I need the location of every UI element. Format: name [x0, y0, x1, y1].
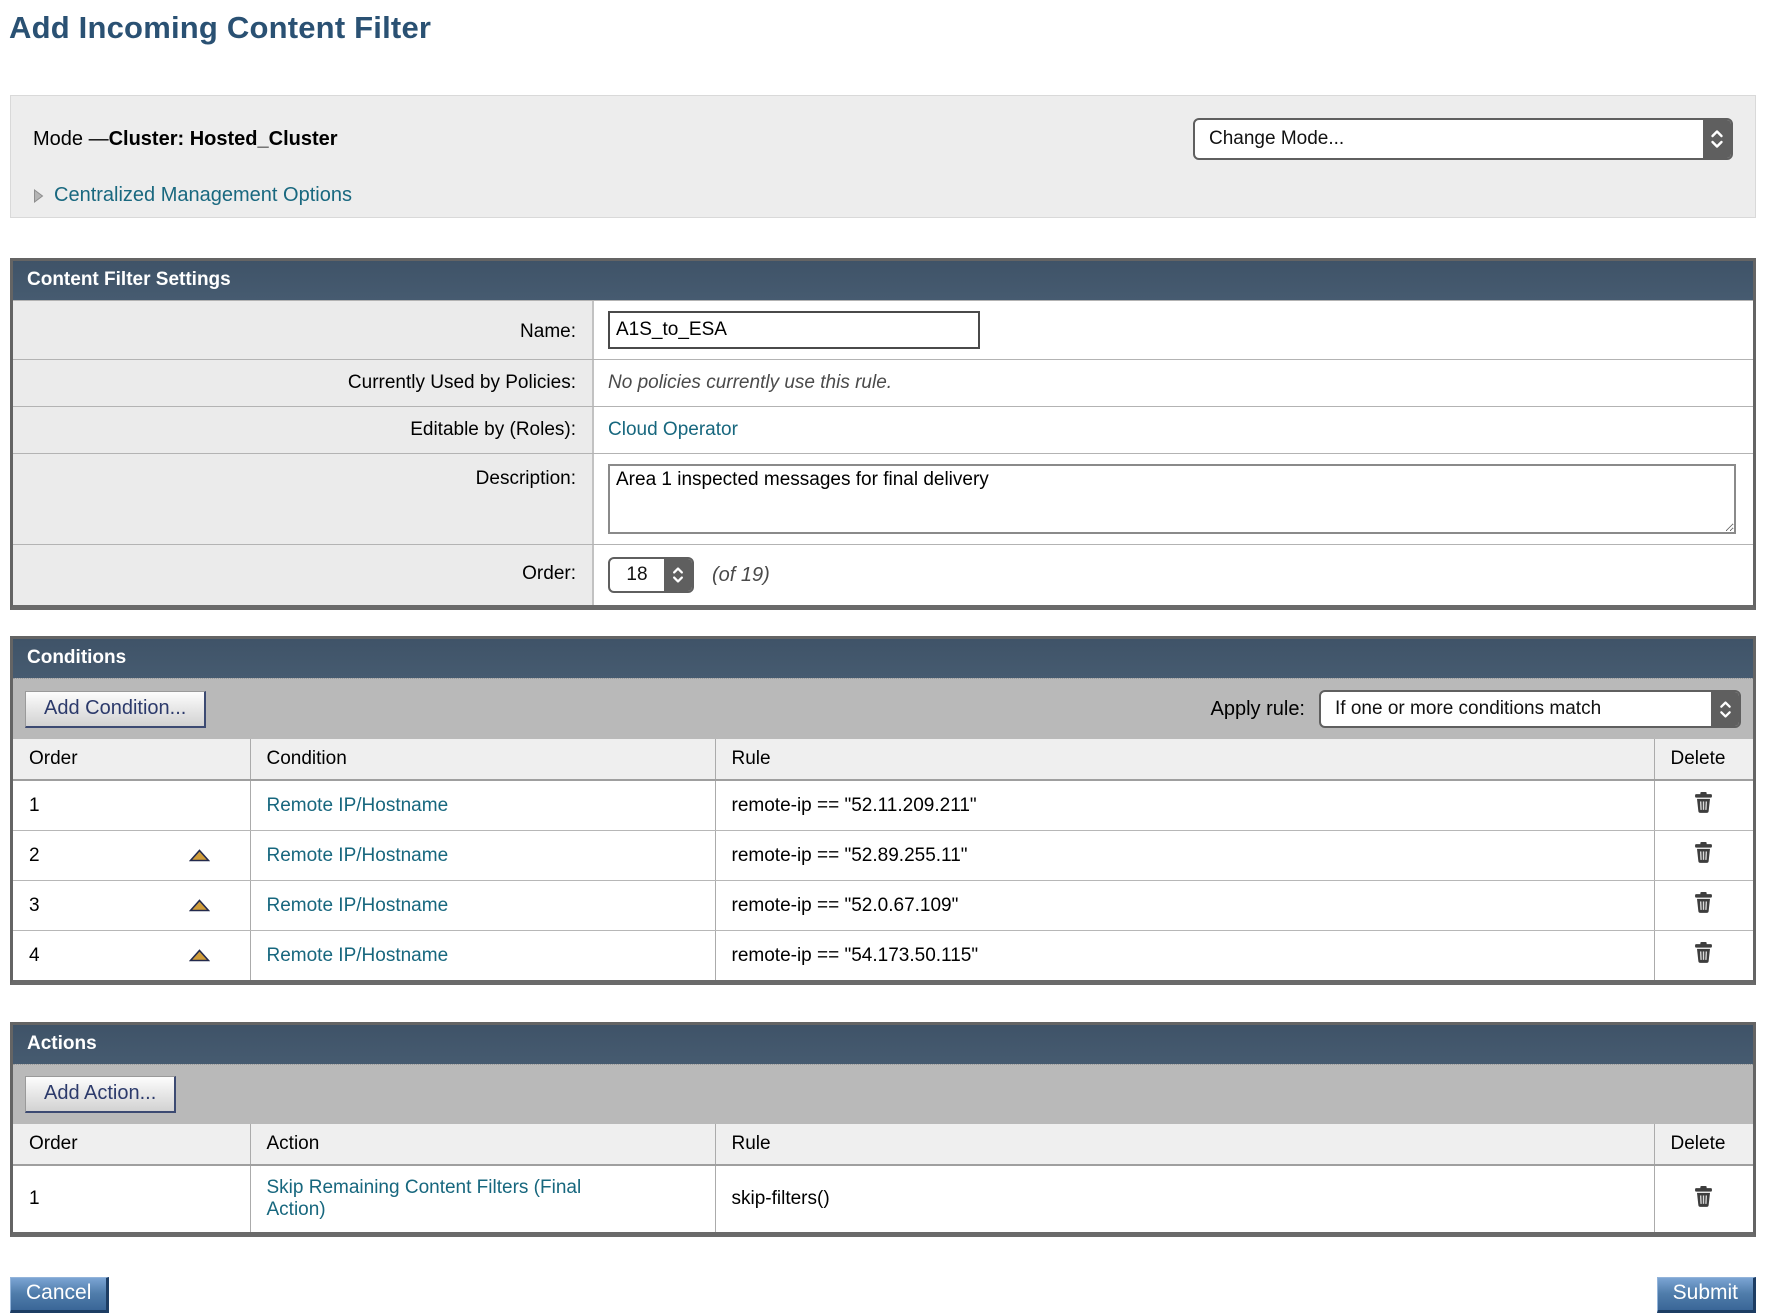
trash-icon[interactable]: [1694, 842, 1713, 863]
condition-order: 4: [29, 945, 40, 967]
policies-label: Currently Used by Policies:: [13, 360, 594, 406]
condition-row: 3 Remote IP/Hostname remote-ip == "52.0.…: [13, 881, 1753, 931]
conditions-panel-header: Conditions: [13, 639, 1753, 678]
conditions-toolbar: Add Condition... Apply rule: If one or m…: [13, 678, 1753, 739]
conditions-col-delete: Delete: [1654, 739, 1753, 780]
conditions-panel: Conditions Add Condition... Apply rule: …: [10, 636, 1756, 985]
name-input[interactable]: [608, 311, 980, 349]
condition-link[interactable]: Remote IP/Hostname: [267, 895, 449, 916]
settings-panel-header: Content Filter Settings: [13, 261, 1753, 300]
condition-rule: remote-ip == "52.11.209.211": [732, 795, 977, 816]
action-link[interactable]: Skip Remaining Content Filters (Final Ac…: [267, 1177, 582, 1220]
condition-link[interactable]: Remote IP/Hostname: [267, 845, 449, 866]
apply-rule-select[interactable]: If one or more conditions match: [1319, 690, 1741, 728]
mode-value: Cluster: Hosted_Cluster: [109, 128, 338, 150]
conditions-table: Order Condition Rule Delete 1 Remote IP/…: [13, 739, 1753, 980]
condition-rule: remote-ip == "52.0.67.109": [732, 895, 959, 916]
order-select[interactable]: 18: [608, 557, 694, 593]
name-row: Name:: [13, 300, 1753, 359]
conditions-col-rule: Rule: [715, 739, 1654, 780]
trash-icon[interactable]: [1694, 892, 1713, 913]
move-up-icon[interactable]: [189, 949, 210, 962]
conditions-col-condition: Condition: [250, 739, 715, 780]
condition-rule: remote-ip == "54.173.50.115": [732, 945, 979, 966]
condition-order: 3: [29, 895, 40, 917]
order-total: (of 19): [712, 564, 770, 587]
description-row: Description: Area 1 inspected messages f…: [13, 453, 1753, 544]
footer-bar: Cancel Submit: [10, 1277, 1756, 1313]
move-up-icon[interactable]: [189, 849, 210, 862]
condition-row: 4 Remote IP/Hostname remote-ip == "54.17…: [13, 931, 1753, 981]
trash-icon[interactable]: [1694, 942, 1713, 963]
add-condition-button[interactable]: Add Condition...: [25, 691, 206, 728]
change-mode-select[interactable]: Change Mode...: [1193, 118, 1733, 160]
actions-col-rule: Rule: [715, 1124, 1654, 1165]
actions-table: Order Action Rule Delete 1 Skip Remainin…: [13, 1124, 1753, 1232]
disclosure-triangle-icon[interactable]: [33, 188, 44, 204]
condition-link[interactable]: Remote IP/Hostname: [267, 795, 449, 816]
order-row: Order: 18 (of 19): [13, 544, 1753, 605]
actions-panel: Actions Add Action... Order Action Rule …: [10, 1022, 1756, 1237]
editable-label: Editable by (Roles):: [13, 407, 594, 453]
actions-panel-header: Actions: [13, 1025, 1753, 1064]
condition-row: 1 Remote IP/Hostname remote-ip == "52.11…: [13, 780, 1753, 831]
condition-row: 2 Remote IP/Hostname remote-ip == "52.89…: [13, 831, 1753, 881]
description-label: Description:: [13, 454, 594, 544]
policies-row: Currently Used by Policies: No policies …: [13, 359, 1753, 406]
select-stepper-icon: [1711, 692, 1739, 726]
content-filter-settings-panel: Content Filter Settings Name: Currently …: [10, 258, 1756, 610]
select-stepper-icon: [1703, 120, 1731, 158]
actions-toolbar: Add Action...: [13, 1064, 1753, 1124]
condition-order: 1: [29, 795, 40, 817]
apply-rule-label: Apply rule:: [1211, 698, 1306, 721]
centralized-management-options-link[interactable]: Centralized Management Options: [54, 184, 352, 207]
order-select-value: 18: [610, 559, 664, 591]
trash-icon[interactable]: [1694, 1186, 1713, 1207]
trash-icon[interactable]: [1694, 792, 1713, 813]
move-up-icon[interactable]: [189, 899, 210, 912]
page-title: Add Incoming Content Filter: [0, 0, 1770, 46]
cancel-button[interactable]: Cancel: [10, 1277, 109, 1313]
select-stepper-icon: [664, 559, 692, 591]
editable-row: Editable by (Roles): Cloud Operator: [13, 406, 1753, 453]
actions-col-order: Order: [13, 1124, 250, 1165]
action-rule: skip-filters(): [732, 1188, 830, 1209]
mode-label: Mode —: [33, 128, 109, 150]
change-mode-select-value: Change Mode...: [1195, 120, 1703, 158]
cloud-operator-link[interactable]: Cloud Operator: [608, 419, 738, 441]
condition-rule: remote-ip == "52.89.255.11": [732, 845, 968, 866]
apply-rule-select-value: If one or more conditions match: [1321, 692, 1711, 726]
action-order: 1: [29, 1188, 40, 1210]
conditions-col-order: Order: [13, 739, 250, 780]
condition-link[interactable]: Remote IP/Hostname: [267, 945, 449, 966]
submit-button[interactable]: Submit: [1657, 1277, 1756, 1313]
name-label: Name:: [13, 301, 594, 359]
policies-value: No policies currently use this rule.: [608, 372, 892, 394]
mode-text: Mode —Cluster: Hosted_Cluster: [33, 128, 338, 151]
mode-box: Mode —Cluster: Hosted_Cluster Change Mod…: [10, 95, 1756, 218]
actions-col-action: Action: [250, 1124, 715, 1165]
condition-order: 2: [29, 845, 40, 867]
order-label: Order:: [13, 545, 594, 605]
action-row: 1 Skip Remaining Content Filters (Final …: [13, 1165, 1753, 1232]
add-action-button[interactable]: Add Action...: [25, 1076, 176, 1113]
actions-col-delete: Delete: [1654, 1124, 1753, 1165]
description-textarea[interactable]: Area 1 inspected messages for final deli…: [608, 464, 1736, 534]
